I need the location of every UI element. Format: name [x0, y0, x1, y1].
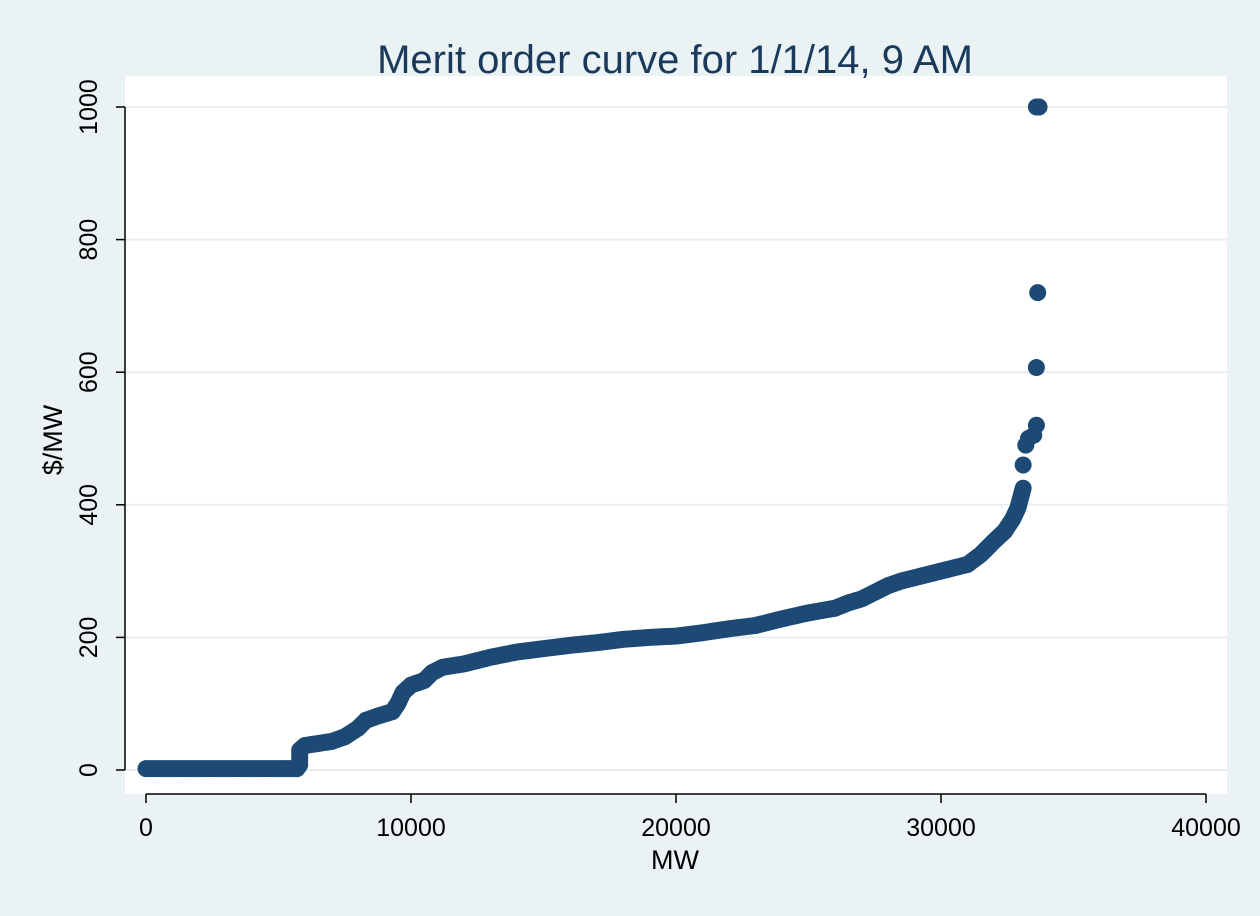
y-axis-label: $/MW: [38, 404, 68, 475]
x-tick-label: 30000: [906, 814, 976, 842]
x-axis-label: MW: [651, 845, 699, 875]
data-point: [1027, 416, 1045, 434]
x-tick-label: 40000: [1171, 814, 1241, 842]
y-tick-label: 400: [75, 484, 103, 526]
y-tick-label: 1000: [75, 79, 103, 135]
data-point: [1014, 456, 1032, 474]
y-tick-label: 0: [75, 763, 103, 777]
x-tick-label: 0: [139, 814, 153, 842]
data-points: [137, 98, 1048, 778]
y-tick-label: 600: [75, 351, 103, 393]
plot-area: [125, 76, 1227, 794]
data-point: [1029, 284, 1047, 302]
x-tick-label: 10000: [376, 814, 446, 842]
data-point: [1030, 98, 1048, 116]
y-tick-label: 200: [75, 617, 103, 659]
x-tick-label: 20000: [641, 814, 711, 842]
data-point: [1014, 479, 1032, 497]
data-point: [1027, 359, 1045, 377]
chart-title: Merit order curve for 1/1/14, 9 AM: [377, 38, 973, 82]
y-tick-label: 800: [75, 219, 103, 261]
